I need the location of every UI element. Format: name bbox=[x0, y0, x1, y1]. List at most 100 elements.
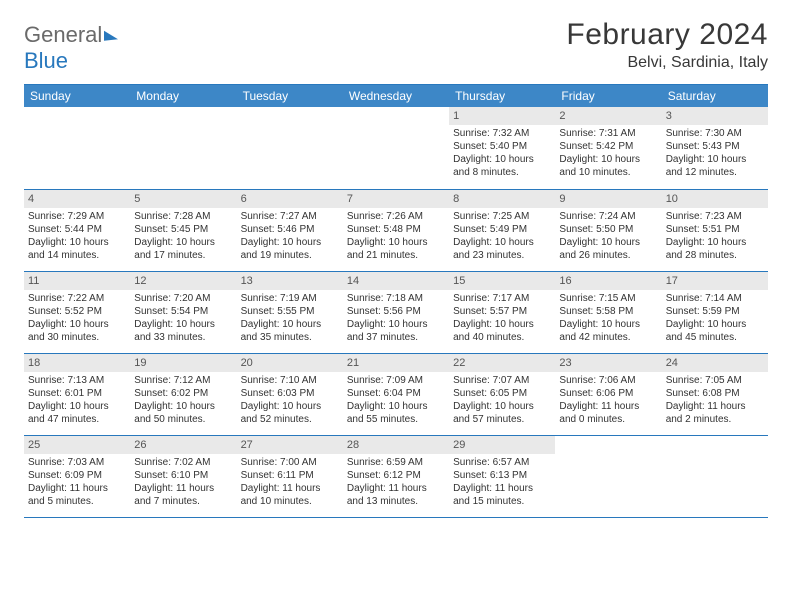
day-cell bbox=[662, 435, 768, 517]
daylight-line: Daylight: 11 hours and 0 minutes. bbox=[559, 400, 657, 426]
day-cell: 26Sunrise: 7:02 AMSunset: 6:10 PMDayligh… bbox=[130, 435, 236, 517]
day-number-band: 6 bbox=[237, 190, 343, 208]
day-number-band: 7 bbox=[343, 190, 449, 208]
sunrise-line: Sunrise: 7:15 AM bbox=[559, 292, 657, 305]
daylight-line: Daylight: 10 hours and 17 minutes. bbox=[134, 236, 232, 262]
day-number-band: 4 bbox=[24, 190, 130, 208]
day-number-band: 1 bbox=[449, 107, 555, 125]
day-cell: 15Sunrise: 7:17 AMSunset: 5:57 PMDayligh… bbox=[449, 271, 555, 353]
sunrise-line: Sunrise: 7:24 AM bbox=[559, 210, 657, 223]
sunset-line: Sunset: 6:11 PM bbox=[241, 469, 339, 482]
sunset-line: Sunset: 6:05 PM bbox=[453, 387, 551, 400]
sunset-line: Sunset: 5:44 PM bbox=[28, 223, 126, 236]
daylight-line: Daylight: 10 hours and 14 minutes. bbox=[28, 236, 126, 262]
day-number-band: 3 bbox=[662, 107, 768, 125]
sunrise-line: Sunrise: 7:32 AM bbox=[453, 127, 551, 140]
sunset-line: Sunset: 5:52 PM bbox=[28, 305, 126, 318]
week-row: 4Sunrise: 7:29 AMSunset: 5:44 PMDaylight… bbox=[24, 189, 768, 271]
sunset-line: Sunset: 5:56 PM bbox=[347, 305, 445, 318]
daylight-line: Daylight: 11 hours and 15 minutes. bbox=[453, 482, 551, 508]
day-number-band: 16 bbox=[555, 272, 661, 290]
sunrise-line: Sunrise: 7:14 AM bbox=[666, 292, 764, 305]
sunset-line: Sunset: 6:04 PM bbox=[347, 387, 445, 400]
day-cell: 20Sunrise: 7:10 AMSunset: 6:03 PMDayligh… bbox=[237, 353, 343, 435]
daylight-line: Daylight: 10 hours and 50 minutes. bbox=[134, 400, 232, 426]
sunrise-line: Sunrise: 6:57 AM bbox=[453, 456, 551, 469]
day-number-band: 5 bbox=[130, 190, 236, 208]
sunrise-line: Sunrise: 7:22 AM bbox=[28, 292, 126, 305]
daylight-line: Daylight: 10 hours and 8 minutes. bbox=[453, 153, 551, 179]
day-header: Thursday bbox=[449, 85, 555, 108]
day-cell: 25Sunrise: 7:03 AMSunset: 6:09 PMDayligh… bbox=[24, 435, 130, 517]
sunset-line: Sunset: 5:40 PM bbox=[453, 140, 551, 153]
sunrise-line: Sunrise: 7:25 AM bbox=[453, 210, 551, 223]
sunrise-line: Sunrise: 7:12 AM bbox=[134, 374, 232, 387]
sunset-line: Sunset: 5:59 PM bbox=[666, 305, 764, 318]
sunrise-line: Sunrise: 7:30 AM bbox=[666, 127, 764, 140]
day-number-band: 28 bbox=[343, 436, 449, 454]
week-row: 1Sunrise: 7:32 AMSunset: 5:40 PMDaylight… bbox=[24, 107, 768, 189]
daylight-line: Daylight: 10 hours and 57 minutes. bbox=[453, 400, 551, 426]
sunset-line: Sunset: 6:06 PM bbox=[559, 387, 657, 400]
day-cell bbox=[555, 435, 661, 517]
sunset-line: Sunset: 5:43 PM bbox=[666, 140, 764, 153]
daylight-line: Daylight: 10 hours and 30 minutes. bbox=[28, 318, 126, 344]
week-row: 25Sunrise: 7:03 AMSunset: 6:09 PMDayligh… bbox=[24, 435, 768, 517]
month-title: February 2024 bbox=[566, 18, 768, 52]
daylight-line: Daylight: 11 hours and 2 minutes. bbox=[666, 400, 764, 426]
day-cell: 10Sunrise: 7:23 AMSunset: 5:51 PMDayligh… bbox=[662, 189, 768, 271]
sunrise-line: Sunrise: 7:03 AM bbox=[28, 456, 126, 469]
daylight-line: Daylight: 10 hours and 40 minutes. bbox=[453, 318, 551, 344]
day-number-band: 11 bbox=[24, 272, 130, 290]
sunrise-line: Sunrise: 7:06 AM bbox=[559, 374, 657, 387]
sunset-line: Sunset: 5:50 PM bbox=[559, 223, 657, 236]
daylight-line: Daylight: 10 hours and 12 minutes. bbox=[666, 153, 764, 179]
day-header: Monday bbox=[130, 85, 236, 108]
day-cell: 4 Sunrise: 7:29 AMSunset: 5:44 PMDaylight… bbox=[24, 189, 130, 271]
daylight-line: Daylight: 10 hours and 19 minutes. bbox=[241, 236, 339, 262]
page-header: General Blue February 2024 Belvi, Sardin… bbox=[24, 18, 768, 74]
daylight-line: Daylight: 10 hours and 45 minutes. bbox=[666, 318, 764, 344]
sunset-line: Sunset: 6:10 PM bbox=[134, 469, 232, 482]
day-number-band: 23 bbox=[555, 354, 661, 372]
day-number-band: 8 bbox=[449, 190, 555, 208]
daylight-line: Daylight: 11 hours and 13 minutes. bbox=[347, 482, 445, 508]
brand-part1: General bbox=[24, 22, 102, 47]
day-cell bbox=[24, 107, 130, 189]
sunset-line: Sunset: 6:12 PM bbox=[347, 469, 445, 482]
title-block: February 2024 Belvi, Sardinia, Italy bbox=[566, 18, 768, 72]
daylight-line: Daylight: 10 hours and 26 minutes. bbox=[559, 236, 657, 262]
day-cell: 23 Sunrise: 7:06 AMSunset: 6:06 PMDayligh… bbox=[555, 353, 661, 435]
sunset-line: Sunset: 6:13 PM bbox=[453, 469, 551, 482]
day-header: Friday bbox=[555, 85, 661, 108]
day-cell: 13Sunrise: 7:19 AMSunset: 5:55 PMDayligh… bbox=[237, 271, 343, 353]
sunrise-line: Sunrise: 7:19 AM bbox=[241, 292, 339, 305]
day-number-band: 2 bbox=[555, 107, 661, 125]
sunrise-line: Sunrise: 7:29 AM bbox=[28, 210, 126, 223]
daylight-line: Daylight: 10 hours and 37 minutes. bbox=[347, 318, 445, 344]
brand-triangle-icon bbox=[104, 29, 118, 40]
sunrise-line: Sunrise: 7:13 AM bbox=[28, 374, 126, 387]
daylight-line: Daylight: 10 hours and 28 minutes. bbox=[666, 236, 764, 262]
day-number-band: 27 bbox=[237, 436, 343, 454]
brand-part2: Blue bbox=[24, 48, 68, 73]
sunset-line: Sunset: 6:03 PM bbox=[241, 387, 339, 400]
day-number-band: 17 bbox=[662, 272, 768, 290]
sunrise-line: Sunrise: 7:28 AM bbox=[134, 210, 232, 223]
day-number-band: 22 bbox=[449, 354, 555, 372]
sunrise-line: Sunrise: 7:10 AM bbox=[241, 374, 339, 387]
day-header-row: Sunday Monday Tuesday Wednesday Thursday… bbox=[24, 85, 768, 108]
day-cell: 17 Sunrise: 7:14 AMSunset: 5:59 PMDayligh… bbox=[662, 271, 768, 353]
day-cell: 18Sunrise: 7:13 AMSunset: 6:01 PMDayligh… bbox=[24, 353, 130, 435]
day-cell bbox=[343, 107, 449, 189]
sunrise-line: Sunrise: 7:07 AM bbox=[453, 374, 551, 387]
day-number-band: 12 bbox=[130, 272, 236, 290]
day-cell: 22 Sunrise: 7:07 AMSunset: 6:05 PMDayligh… bbox=[449, 353, 555, 435]
sunset-line: Sunset: 6:02 PM bbox=[134, 387, 232, 400]
day-header: Wednesday bbox=[343, 85, 449, 108]
sunset-line: Sunset: 5:57 PM bbox=[453, 305, 551, 318]
daylight-line: Daylight: 10 hours and 55 minutes. bbox=[347, 400, 445, 426]
day-cell: 28Sunrise: 6:59 AMSunset: 6:12 PMDayligh… bbox=[343, 435, 449, 517]
day-number-band: 26 bbox=[130, 436, 236, 454]
day-number-band: 24 bbox=[662, 354, 768, 372]
